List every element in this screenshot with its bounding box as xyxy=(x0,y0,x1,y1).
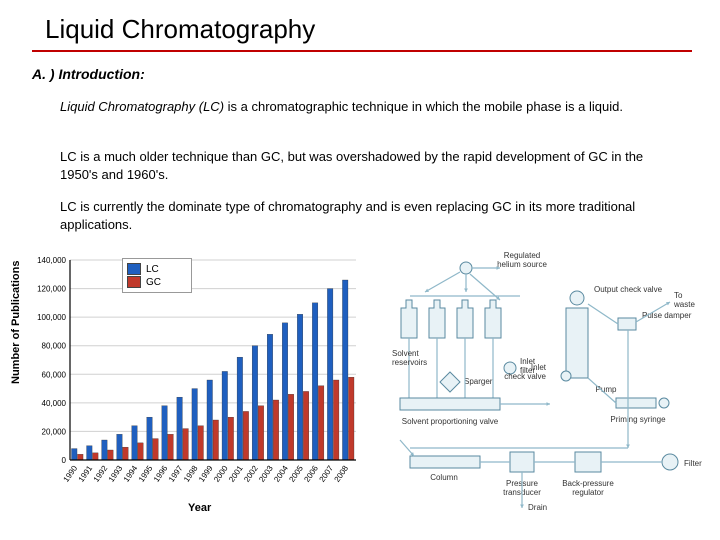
svg-text:1996: 1996 xyxy=(152,464,170,484)
svg-text:Regulated: Regulated xyxy=(504,251,540,260)
svg-text:Pulse damper: Pulse damper xyxy=(642,311,692,320)
svg-text:1995: 1995 xyxy=(137,464,155,484)
svg-text:2004: 2004 xyxy=(272,464,290,484)
svg-text:Back-pressure: Back-pressure xyxy=(562,479,614,488)
legend-label-gc: GC xyxy=(146,277,161,288)
intro-paragraph-3: LC is currently the dominate type of chr… xyxy=(60,198,672,233)
legend-swatch-gc xyxy=(127,276,141,288)
svg-text:Sparger: Sparger xyxy=(464,377,493,386)
svg-text:140,000: 140,000 xyxy=(37,256,66,265)
chart-x-label: Year xyxy=(188,502,211,514)
svg-text:40,000: 40,000 xyxy=(42,399,67,408)
section-label: A. ) Introduction: xyxy=(32,66,145,82)
legend-swatch-lc xyxy=(127,263,141,275)
svg-text:1998: 1998 xyxy=(182,464,200,484)
svg-text:Filter: Filter xyxy=(684,459,702,468)
svg-text:1997: 1997 xyxy=(167,464,185,484)
svg-text:1994: 1994 xyxy=(122,464,140,484)
svg-text:0: 0 xyxy=(62,456,67,465)
svg-text:1991: 1991 xyxy=(77,464,95,484)
svg-text:2005: 2005 xyxy=(287,464,305,484)
svg-text:Priming syringe: Priming syringe xyxy=(610,415,666,424)
svg-text:2003: 2003 xyxy=(257,464,275,484)
svg-text:Drain: Drain xyxy=(528,503,547,512)
chart-legend: LC GC xyxy=(122,258,192,293)
svg-text:2007: 2007 xyxy=(317,464,335,484)
legend-label-lc: LC xyxy=(146,264,159,275)
svg-text:Solvent: Solvent xyxy=(392,349,419,358)
svg-text:2008: 2008 xyxy=(333,464,351,484)
svg-text:waste: waste xyxy=(673,300,695,309)
svg-text:Solvent proportioning valve: Solvent proportioning valve xyxy=(402,417,499,426)
svg-text:2001: 2001 xyxy=(227,464,245,484)
page-title: Liquid Chromatography xyxy=(45,14,315,45)
svg-text:100,000: 100,000 xyxy=(37,313,66,322)
svg-text:1992: 1992 xyxy=(92,464,110,484)
svg-text:Column: Column xyxy=(430,473,458,482)
svg-text:60,000: 60,000 xyxy=(42,370,67,379)
svg-text:Pump: Pump xyxy=(596,385,617,394)
svg-text:120,000: 120,000 xyxy=(37,285,66,294)
svg-text:To: To xyxy=(674,291,683,300)
svg-text:2006: 2006 xyxy=(302,464,320,484)
title-underline xyxy=(32,50,692,52)
svg-text:regulator: regulator xyxy=(572,488,604,497)
lc-schematic: Regulatedhelium source Solventreservoirs S… xyxy=(370,248,714,524)
svg-text:2000: 2000 xyxy=(212,464,230,484)
svg-text:2002: 2002 xyxy=(242,464,260,484)
svg-text:1990: 1990 xyxy=(62,464,80,484)
svg-text:20,000: 20,000 xyxy=(42,427,67,436)
svg-text:reservoirs: reservoirs xyxy=(392,358,427,367)
intro-paragraph-1: Liquid Chromatography (LC) is a chromato… xyxy=(60,98,672,116)
svg-text:80,000: 80,000 xyxy=(42,342,67,351)
diagram-svg: Regulatedhelium source Solventreservoirs S… xyxy=(370,248,714,524)
svg-text:Output check valve: Output check valve xyxy=(594,285,663,294)
svg-text:check valve: check valve xyxy=(504,372,546,381)
intro-paragraph-2: LC is a much older technique than GC, bu… xyxy=(60,148,672,183)
svg-text:1993: 1993 xyxy=(107,464,125,484)
svg-text:1999: 1999 xyxy=(197,464,215,484)
svg-text:helium source: helium source xyxy=(497,260,547,269)
publications-chart: Number of Publications Year LC GC 020,00… xyxy=(14,252,364,516)
svg-text:Inlet: Inlet xyxy=(531,363,547,372)
chart-y-label: Number of Publications xyxy=(10,261,22,384)
